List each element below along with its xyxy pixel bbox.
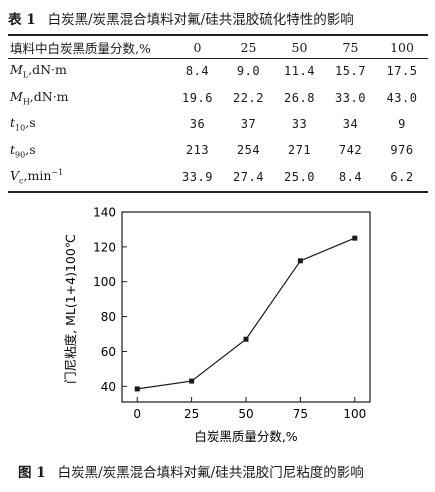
table-cell: 33	[291, 116, 308, 131]
table-cell: 34	[342, 116, 359, 131]
x-axis: 0 25 50 75 100	[133, 397, 366, 421]
table-cell: 8.4	[185, 64, 210, 79]
table-cell: 976	[390, 143, 414, 158]
vulcanization-table: 填料中白炭黑质量分数,% 0 25 50 75 100 ML,dN·m 8.4 …	[8, 36, 428, 190]
data-point	[189, 378, 195, 384]
y-tick-label: 140	[93, 206, 116, 220]
row-label: MH,dN·m	[10, 88, 69, 107]
table-cell: 213	[185, 143, 210, 158]
y-tick-label: 60	[101, 345, 116, 359]
table-caption: 表 1 白炭黑/炭黑混合填料对氟/硅共混胶硫化特性的影响	[8, 8, 354, 28]
table-cell: 33.9	[182, 169, 213, 184]
table-row: Vc,min−1 33.9 27.4 25.0 8.4 6.2	[8, 164, 428, 190]
y-tick-label: 120	[93, 240, 116, 254]
data-point	[352, 235, 358, 241]
plot-frame	[121, 211, 371, 403]
table-top-rule	[8, 34, 428, 36]
table-cell: 17.5	[386, 64, 418, 79]
column-header: 0	[193, 39, 202, 55]
y-tick-label: 80	[101, 310, 116, 324]
x-tick-label: 50	[238, 407, 253, 421]
table-cell: 11.4	[284, 64, 315, 79]
x-tick-label: 75	[293, 407, 308, 421]
table-cell: 43.0	[386, 90, 418, 105]
table-cell: 27.4	[233, 169, 264, 184]
table-cell: 33.0	[335, 90, 366, 105]
table-cell: 6.2	[390, 169, 414, 184]
column-header: 100	[390, 39, 414, 55]
data-point	[243, 336, 249, 342]
y-tick-label: 40	[101, 380, 116, 394]
table-cell: 742	[338, 143, 363, 158]
table-number: 表 1	[8, 12, 36, 28]
series-line	[137, 237, 356, 390]
table-cell: 9.0	[236, 64, 261, 79]
column-header: 75	[342, 39, 359, 55]
row-label: t90,s	[10, 141, 36, 160]
table-cell: 22.2	[233, 90, 264, 105]
table-cell: 37	[240, 116, 257, 131]
figure-number: 图 1	[18, 465, 46, 481]
data-point	[134, 386, 140, 392]
table-cell: 9	[398, 116, 406, 131]
y-axis-label: 门尼粘度, ML(1+4)100℃	[63, 234, 78, 384]
table-cell: 8.4	[338, 169, 363, 184]
x-tick-label: 0	[133, 407, 141, 421]
plot-border	[121, 211, 371, 403]
table-cell: 26.8	[284, 90, 315, 105]
x-tick-label: 25	[184, 407, 199, 421]
data-series	[134, 235, 358, 392]
table-title: 白炭黑/炭黑混合填料对氟/硅共混胶硫化特性的影响	[47, 12, 354, 28]
table-cell: 254	[236, 143, 261, 158]
y-tick-label: 100	[93, 275, 116, 289]
row-label: Vc,min−1	[10, 167, 64, 186]
column-header: 25	[240, 39, 257, 55]
row-label: ML,dN·m	[10, 62, 67, 80]
table-row: ML,dN·m 8.4 9.0 11.4 15.7 17.5	[8, 58, 428, 84]
x-tick-label: 100	[343, 407, 366, 421]
table-cell: 15.7	[335, 64, 366, 79]
mooney-viscosity-chart: 40 60 80 100 120 140 0 25 50 75 100 白炭黑质量分数,% 门尼粘…	[63, 206, 371, 444]
y-axis: 40 60 80 100 120 140	[93, 206, 127, 394]
table-bottom-rule	[8, 191, 428, 193]
column-header: 50	[291, 39, 308, 55]
table-cell: 271	[287, 143, 312, 158]
table-header-rule	[8, 58, 428, 59]
x-axis-label: 白炭黑质量分数,%	[194, 429, 297, 444]
table-row: t90,s 213 254 271 742 976	[8, 137, 428, 163]
data-point	[297, 258, 303, 264]
table-cell: 19.6	[182, 90, 213, 105]
table-row: MH,dN·m 19.6 22.2 26.8 33.0 43.0	[8, 84, 428, 110]
header-label: 填料中白炭黑质量分数,%	[10, 40, 151, 56]
figure-caption: 图 1 白炭黑/炭黑混合填料对氟/硅共混胶门尼粘度的影响	[18, 461, 364, 481]
table-cell: 25.0	[284, 169, 315, 184]
table-row: t10,s 36 37 33 34 9	[8, 111, 428, 137]
figure-title: 白炭黑/炭黑混合填料对氟/硅共混胶门尼粘度的影响	[57, 465, 364, 481]
table-header-row: 填料中白炭黑质量分数,% 0 25 50 75 100	[8, 36, 428, 58]
table-cell: 36	[189, 116, 206, 131]
row-label: t10,s	[10, 115, 36, 133]
